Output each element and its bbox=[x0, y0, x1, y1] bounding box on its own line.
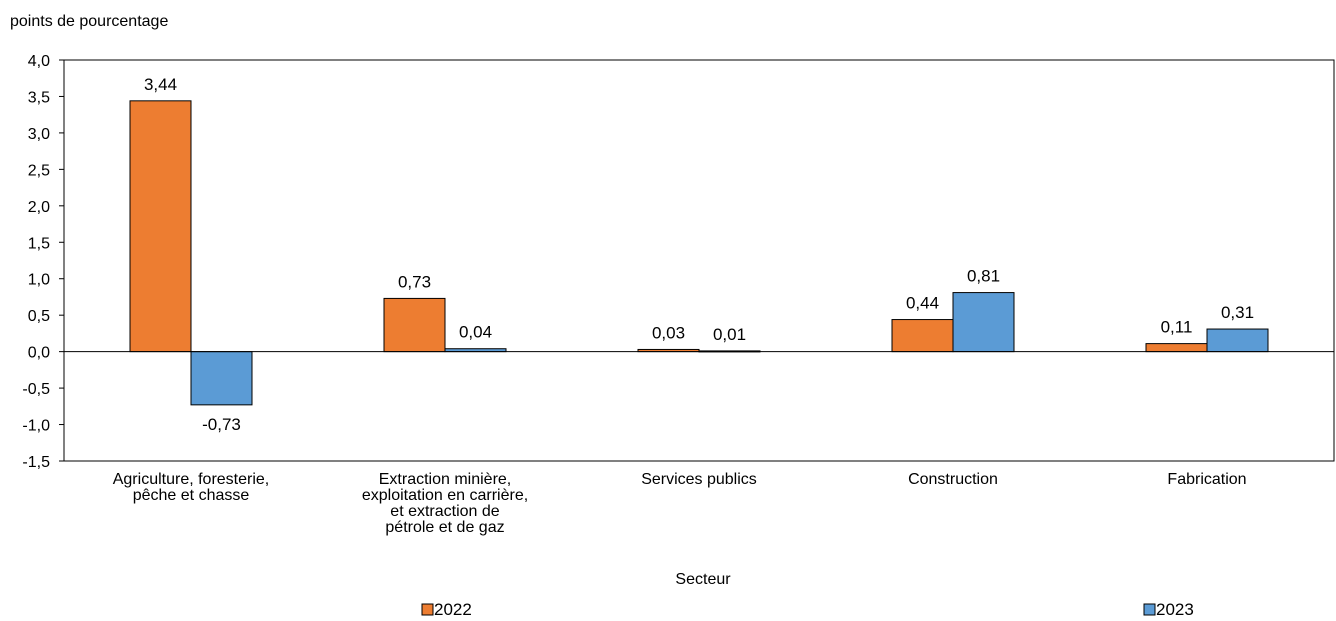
category-label-5: Fabrication bbox=[1167, 471, 1246, 488]
category-label-2: Extraction minière, exploitation en carri… bbox=[362, 471, 528, 536]
data-label-2022-1: 3,44 bbox=[144, 75, 177, 94]
category-label-line: exploitation en carrière, bbox=[362, 487, 528, 504]
legend-swatch-2023 bbox=[1143, 603, 1156, 616]
category-label-line: Extraction minière, bbox=[379, 471, 512, 488]
y-tick-label: 0,0 bbox=[28, 345, 50, 362]
y-tick-label: 2,0 bbox=[28, 199, 50, 216]
data-label-2023-1: -0,73 bbox=[202, 415, 241, 434]
plot-area: 4,0 3,5 3,0 2,5 2,0 1,5 1,0 0,5 0,0 -0,5 -1,0 -1,5 3… bbox=[22, 53, 1335, 536]
y-tick-label: -1,5 bbox=[22, 454, 50, 471]
category-label-line: pétrole et de gaz bbox=[385, 519, 504, 536]
x-axis-title: Secteur bbox=[675, 571, 731, 588]
legend-label-2023: 2023 bbox=[1156, 600, 1194, 619]
y-tick-label: 3,5 bbox=[28, 89, 50, 106]
legend: 2022 2023 bbox=[421, 600, 1194, 619]
y-tick-label: 4,0 bbox=[28, 53, 50, 70]
data-label-2023-3: 0,01 bbox=[713, 325, 746, 344]
data-label-2022-2: 0,73 bbox=[398, 272, 431, 291]
category-label-4: Construction bbox=[908, 471, 998, 488]
y-tick-label: 2,5 bbox=[28, 162, 50, 179]
y-tick-label: 1,0 bbox=[28, 272, 50, 289]
category-label-line: Construction bbox=[908, 471, 998, 488]
plot-frame bbox=[63, 59, 1335, 462]
y-tick-label: 1,5 bbox=[28, 235, 50, 252]
category-label-line: Agriculture, foresterie, bbox=[113, 471, 270, 488]
legend-swatch-2022 bbox=[421, 603, 434, 616]
category-label-3: Services publics bbox=[641, 471, 757, 488]
y-tick-label: 0,5 bbox=[28, 308, 50, 325]
category-label-line: Fabrication bbox=[1167, 471, 1246, 488]
bar-2022-2 bbox=[383, 297, 446, 353]
category-label-line: Services publics bbox=[641, 471, 757, 488]
category-label-line: pêche et chasse bbox=[133, 487, 250, 504]
y-tick-label: -0,5 bbox=[22, 381, 50, 398]
y-tick-label: 3,0 bbox=[28, 126, 50, 143]
y-tick-label: -1,0 bbox=[22, 418, 50, 435]
data-label-2022-4: 0,44 bbox=[906, 294, 939, 313]
bar-2023-5 bbox=[1206, 328, 1269, 353]
bar-2023-4 bbox=[952, 292, 1015, 353]
category-label-line: et extraction de bbox=[390, 503, 500, 520]
data-label-2022-5: 0,11 bbox=[1161, 318, 1193, 337]
category-label-1: Agriculture, foresterie, pêche et chasse bbox=[113, 471, 270, 504]
legend-label-2022: 2022 bbox=[434, 600, 472, 619]
bar-2022-4 bbox=[891, 319, 954, 353]
y-axis-title: points de pourcentage bbox=[10, 13, 168, 30]
bar-2022-1 bbox=[129, 100, 192, 353]
data-label-2023-4: 0,81 bbox=[967, 267, 1000, 286]
bar-2023-1 bbox=[190, 351, 253, 406]
data-label-2023-5: 0,31 bbox=[1221, 303, 1254, 322]
data-label-2023-2: 0,04 bbox=[459, 323, 492, 342]
bar-2022-5 bbox=[1145, 343, 1208, 353]
data-label-2022-3: 0,03 bbox=[652, 323, 685, 342]
